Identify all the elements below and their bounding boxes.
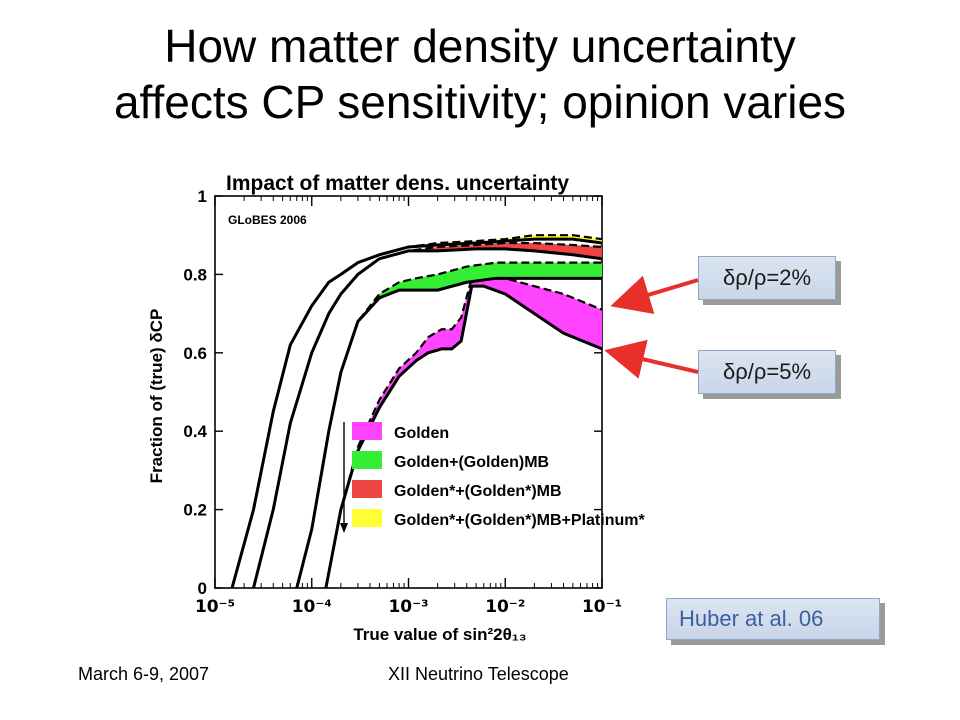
legend-label-golden-golden-mb-platinum: Golden*+(Golden*)MB+Platinum* xyxy=(394,512,645,529)
x-tick-label: 10⁻² xyxy=(485,597,525,617)
y-tick-label: 1 xyxy=(198,187,207,206)
band-upper-line-golden-golden-mb xyxy=(252,241,602,588)
y-tick-label: 0.2 xyxy=(183,501,207,520)
x-tick-label: 10⁻⁴ xyxy=(292,597,332,617)
y-tick-label: 0.4 xyxy=(183,422,207,441)
y-tick-label: 0 xyxy=(198,579,207,598)
x-tick-label: 10⁻¹ xyxy=(582,597,622,617)
callout-density-5pct-label: δρ/ρ=5% xyxy=(722,359,812,384)
legend-label-golden-golden-mb: Golden*+(Golden*)MB xyxy=(394,483,562,500)
band-upper-line-golden-golden-mb-platinum xyxy=(230,234,602,588)
chart-title: Impact of matter dens. uncertainty xyxy=(226,172,569,195)
legend-swatch-golden-golden-mb-platinum xyxy=(352,509,382,527)
legend-label-golden-golden-mb: Golden+(Golden)MB xyxy=(394,454,549,471)
reference-box: Huber at al. 06 xyxy=(666,598,880,640)
legend-label-golden: Golden xyxy=(394,425,449,442)
footer-date: March 6-9, 2007 xyxy=(78,664,210,684)
chart-figure: 0 0.2 0.4 0.6 0.8 1 10⁻⁵ 10⁻⁴ 10⁻³ 10⁻² 10⁻¹ Impac… xyxy=(140,158,660,650)
slide-title-line1: How matter density uncertainty xyxy=(164,20,796,72)
chart-background xyxy=(140,158,660,650)
reference-label: Huber at al. 06 xyxy=(679,606,824,631)
legend-swatch-golden-golden-mb xyxy=(352,451,382,469)
legend-order-arrowhead xyxy=(340,523,348,533)
band-golden xyxy=(325,274,602,588)
callout-density-2pct-label: δρ/ρ=2% xyxy=(722,265,812,290)
callout-density-5pct: δρ/ρ=5% xyxy=(698,350,836,394)
slide-title-line2: affects CP sensitivity; opinion varies xyxy=(113,76,847,128)
chart-watermark: GLoBES 2006 xyxy=(228,213,307,227)
y-tick-label: 0.8 xyxy=(183,265,207,284)
y-tick-label: 0.6 xyxy=(183,344,207,363)
callout-density-2pct: δρ/ρ=2% xyxy=(698,256,836,300)
band-lower-line-golden-golden-mb-platinum xyxy=(230,237,602,588)
legend-swatch-golden xyxy=(352,422,382,440)
legend-swatch-golden-golden-mb xyxy=(352,480,382,498)
y-axis-label: Fraction of (true) δCP xyxy=(147,309,166,484)
x-tick-label: 10⁻³ xyxy=(388,597,428,617)
band-upper-line-golden-golden-mb xyxy=(295,261,602,588)
footer-event: XII Neutrino Telescope xyxy=(388,664,569,684)
slide-title: How matter density uncertainty affects C… xyxy=(0,18,960,130)
x-axis-label: True value of sin²2θ₁₃ xyxy=(353,625,526,644)
x-tick-label: 10⁻⁵ xyxy=(195,597,235,617)
